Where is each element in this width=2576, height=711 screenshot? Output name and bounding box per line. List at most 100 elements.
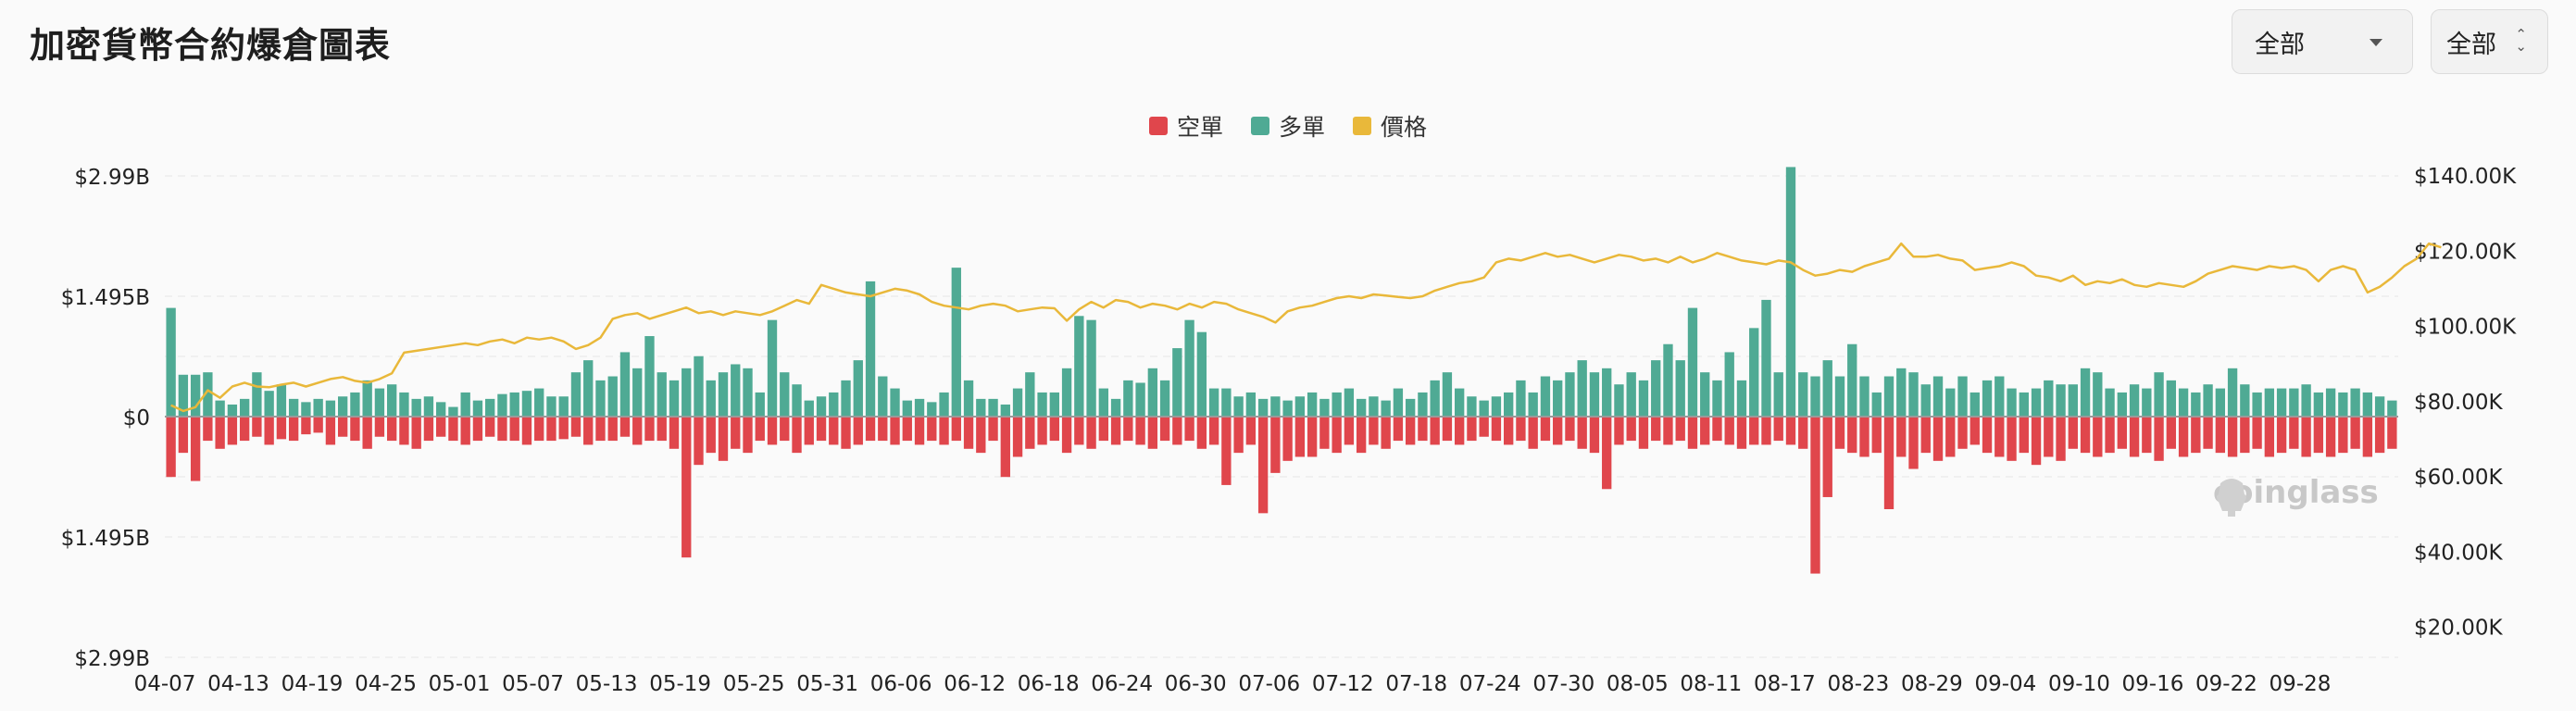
long-bar xyxy=(1479,400,1489,417)
short-bar xyxy=(780,417,790,442)
long-bar xyxy=(1208,388,1219,417)
long-bar xyxy=(288,398,299,417)
x-axis-tick: 05-07 xyxy=(502,672,564,696)
long-bar xyxy=(1233,396,1244,417)
short-bar xyxy=(890,417,900,445)
long-bar xyxy=(190,374,201,417)
short-bar xyxy=(1467,417,1477,442)
short-bar xyxy=(264,417,274,445)
long-bar xyxy=(829,392,839,417)
short-bar xyxy=(1663,417,1673,445)
x-axis-tick: 08-29 xyxy=(1901,672,1963,696)
short-bar xyxy=(460,417,470,445)
long-bar xyxy=(1798,372,1808,417)
short-bar xyxy=(1442,417,1453,442)
long-bar xyxy=(1602,368,1612,417)
short-bar xyxy=(2264,417,2275,457)
long-bar xyxy=(2117,392,2127,417)
long-bar xyxy=(362,380,372,417)
exchange-select-value: 全部 xyxy=(2446,30,2496,59)
long-bar xyxy=(399,392,409,417)
short-bar xyxy=(313,417,323,433)
short-bar xyxy=(731,417,741,449)
long-bar xyxy=(2178,388,2189,417)
long-bar xyxy=(1369,396,1379,417)
long-bar xyxy=(1749,328,1759,417)
short-bar xyxy=(203,417,213,442)
short-bar xyxy=(2203,417,2213,449)
short-bar xyxy=(1147,417,1158,449)
long-bar xyxy=(694,356,704,417)
long-bar xyxy=(853,360,863,417)
short-bar xyxy=(2044,417,2054,457)
short-bar xyxy=(1810,417,1820,574)
short-bar xyxy=(644,417,655,442)
short-bar xyxy=(190,417,201,481)
short-bar xyxy=(350,417,360,442)
long-bar xyxy=(1110,398,1121,417)
long-bar xyxy=(2313,392,2324,417)
long-bar xyxy=(816,396,827,417)
long-bar xyxy=(767,319,778,417)
x-axis-tick: 08-17 xyxy=(1754,672,1816,696)
short-bar xyxy=(1540,417,1551,442)
long-bar xyxy=(902,400,912,417)
long-bar xyxy=(2350,388,2360,417)
short-bar xyxy=(1012,417,1023,457)
long-bar xyxy=(350,392,360,417)
long-bar xyxy=(301,402,311,417)
long-bar xyxy=(792,384,802,417)
range-select[interactable]: 全部 xyxy=(2232,9,2413,74)
short-bar xyxy=(1577,417,1587,449)
long-bar xyxy=(1638,380,1649,417)
short-bar xyxy=(878,417,888,442)
long-bar xyxy=(1086,319,1096,417)
short-bar xyxy=(988,417,998,442)
short-bar xyxy=(976,417,986,454)
short-bar xyxy=(2129,417,2140,457)
legend-item-price[interactable]: 價格 xyxy=(1353,109,1427,143)
short-bar xyxy=(1651,417,1661,442)
price-line xyxy=(170,242,2442,413)
long-bar xyxy=(166,307,176,417)
x-axis-tick: 05-01 xyxy=(429,672,491,696)
left-axis-tick: $1.495B xyxy=(61,527,150,551)
short-bar xyxy=(1257,417,1269,514)
long-bar xyxy=(2044,380,2054,417)
long-bar xyxy=(1418,392,1428,417)
short-bar xyxy=(1920,417,1931,454)
chart-legend: 空單 多單 價格 xyxy=(0,109,2576,143)
long-bar xyxy=(2068,384,2078,417)
long-bar xyxy=(2129,384,2140,417)
long-bar xyxy=(2031,388,2042,417)
short-bar xyxy=(902,417,912,442)
long-bar xyxy=(1012,388,1023,417)
right-axis-tick: $100.00K xyxy=(2414,316,2517,340)
short-bar xyxy=(1393,417,1404,442)
short-bar xyxy=(595,417,606,442)
left-axis-tick: $1.495B xyxy=(61,286,150,310)
legend-item-long[interactable]: 多單 xyxy=(1250,109,1325,143)
long-bar xyxy=(374,388,385,417)
short-bar xyxy=(387,417,397,442)
long-bar xyxy=(2374,396,2385,417)
long-bar xyxy=(1675,360,1685,417)
long-bar xyxy=(1528,392,1538,417)
x-axis-tick: 09-16 xyxy=(2122,672,2184,696)
short-bar xyxy=(1491,417,1502,442)
legend-item-short[interactable]: 空單 xyxy=(1148,109,1223,143)
x-axis-tick: 04-19 xyxy=(281,672,344,696)
short-bar xyxy=(1822,417,1832,497)
short-bar xyxy=(1332,417,1342,454)
long-bar xyxy=(1847,343,1857,417)
short-bar xyxy=(2387,417,2397,449)
long-bar xyxy=(1957,376,1968,417)
short-bar xyxy=(411,417,421,449)
short-bar xyxy=(755,417,765,442)
x-axis-tick: 06-24 xyxy=(1091,672,1153,696)
long-bar xyxy=(632,368,643,417)
long-bar xyxy=(1282,400,1293,417)
short-bar xyxy=(1859,417,1869,457)
long-bar xyxy=(963,380,974,417)
exchange-select[interactable]: 全部 ⌃ ⌄ xyxy=(2431,9,2548,74)
